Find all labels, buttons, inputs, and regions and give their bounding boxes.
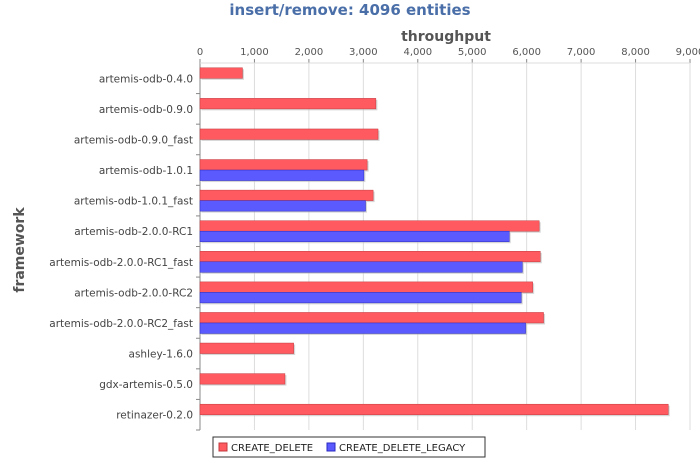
bar-create-delete-legacy-8 (199, 322, 528, 335)
bar-fill-0-10 (199, 373, 286, 385)
bar-fill-0-11 (199, 403, 669, 415)
y-axis-label: framework (12, 207, 28, 293)
chart-title: insert/remove: 4096 entities (229, 1, 470, 19)
legend-label-create-delete: CREATE_DELETE (231, 443, 313, 454)
bar-create-delete-legacy-7 (199, 292, 523, 305)
bar-create-delete-3 (199, 159, 369, 172)
x-tick-label-6: 6,000 (512, 47, 541, 58)
bar-fill-1-4 (199, 200, 366, 212)
x-tick-label-3: 3,000 (349, 47, 378, 58)
legend-swatch-create-delete (218, 442, 228, 452)
category-label-3: artemis-odb-1.0.1 (99, 165, 193, 177)
bar-fill-0-7 (199, 281, 533, 293)
legend-label-create-delete-legacy: CREATE_DELETE_LEGACY (339, 443, 466, 454)
x-tick-label-5: 5,000 (458, 47, 487, 58)
bars (199, 67, 670, 417)
bar-fill-0-2 (199, 128, 379, 140)
x-tick-label-4: 4,000 (403, 47, 432, 58)
bar-fill-1-3 (199, 169, 365, 181)
bar-create-delete-8 (199, 312, 546, 325)
category-label-11: retinazer-0.2.0 (116, 410, 193, 422)
category-label-2: artemis-odb-0.9.0_fast (74, 134, 193, 146)
x-tick-labels: 0 1,000 2,000 3,000 4,000 5,000 6,000 7,000 8,00… (197, 47, 700, 58)
category-label-7: artemis-odb-2.0.0-RC2 (74, 287, 193, 299)
bar-fill-0-9 (199, 342, 294, 354)
bar-fill-1-8 (199, 322, 526, 334)
bar-fill-1-5 (199, 230, 510, 242)
x-tick-label-7: 7,000 (567, 47, 596, 58)
x-tick-label-2: 2,000 (295, 47, 324, 58)
bar-fill-1-7 (199, 292, 522, 304)
category-label-8: artemis-odb-2.0.0-RC2_fast (49, 318, 193, 330)
bar-create-delete-legacy-5 (199, 230, 511, 244)
bar-fill-0-3 (199, 159, 368, 171)
bar-fill-0-1 (199, 98, 377, 110)
x-tick-label-8: 8,000 (621, 47, 650, 58)
x-tick-label-9: 9,000 (676, 47, 700, 58)
bar-fill-1-6 (199, 261, 523, 273)
bar-create-delete-1 (199, 98, 378, 111)
category-label-10: gdx-artemis-0.5.0 (99, 379, 193, 391)
legend: CREATE_DELETE CREATE_DELETE_LEGACY (212, 436, 486, 458)
category-label-4: artemis-odb-1.0.1_fast (74, 196, 193, 208)
category-label-1: artemis-odb-0.9.0 (99, 104, 193, 116)
bar-create-delete-10 (199, 373, 287, 386)
x-tick-label-0: 0 (197, 47, 203, 58)
bar-fill-0-8 (199, 312, 544, 324)
bar-create-delete-4 (199, 189, 375, 203)
bar-create-delete-legacy-4 (199, 200, 368, 213)
bar-fill-0-4 (199, 189, 374, 201)
bar-fill-0-0 (199, 67, 243, 79)
category-label-5: artemis-odb-2.0.0-RC1 (74, 226, 193, 238)
category-label-0: artemis-odb-0.4.0 (99, 73, 193, 85)
bar-create-delete-legacy-6 (199, 261, 524, 274)
bar-create-delete-9 (199, 342, 296, 356)
legend-swatch-create-delete-legacy (326, 442, 336, 452)
category-label-6: artemis-odb-2.0.0-RC1_fast (49, 257, 193, 269)
bar-fill-0-6 (199, 251, 541, 263)
x-axis-label: throughput (401, 29, 491, 45)
bar-create-delete-legacy-3 (199, 169, 366, 183)
bar-create-delete-11 (199, 403, 670, 417)
bar-create-delete-2 (199, 128, 380, 141)
legend-box (212, 436, 486, 458)
bar-fill-0-5 (199, 220, 540, 232)
category-labels: artemis-odb-0.4.0 artemis-odb-0.9.0 artemi… (49, 73, 193, 421)
bar-create-delete-5 (199, 220, 541, 233)
category-label-9: ashley-1.6.0 (129, 349, 193, 361)
bar-create-delete-6 (199, 251, 542, 264)
bar-create-delete-7 (199, 281, 535, 294)
bar-create-delete-0 (199, 67, 244, 80)
grid-layer (196, 59, 691, 431)
x-tick-label-1: 1,000 (240, 47, 269, 58)
